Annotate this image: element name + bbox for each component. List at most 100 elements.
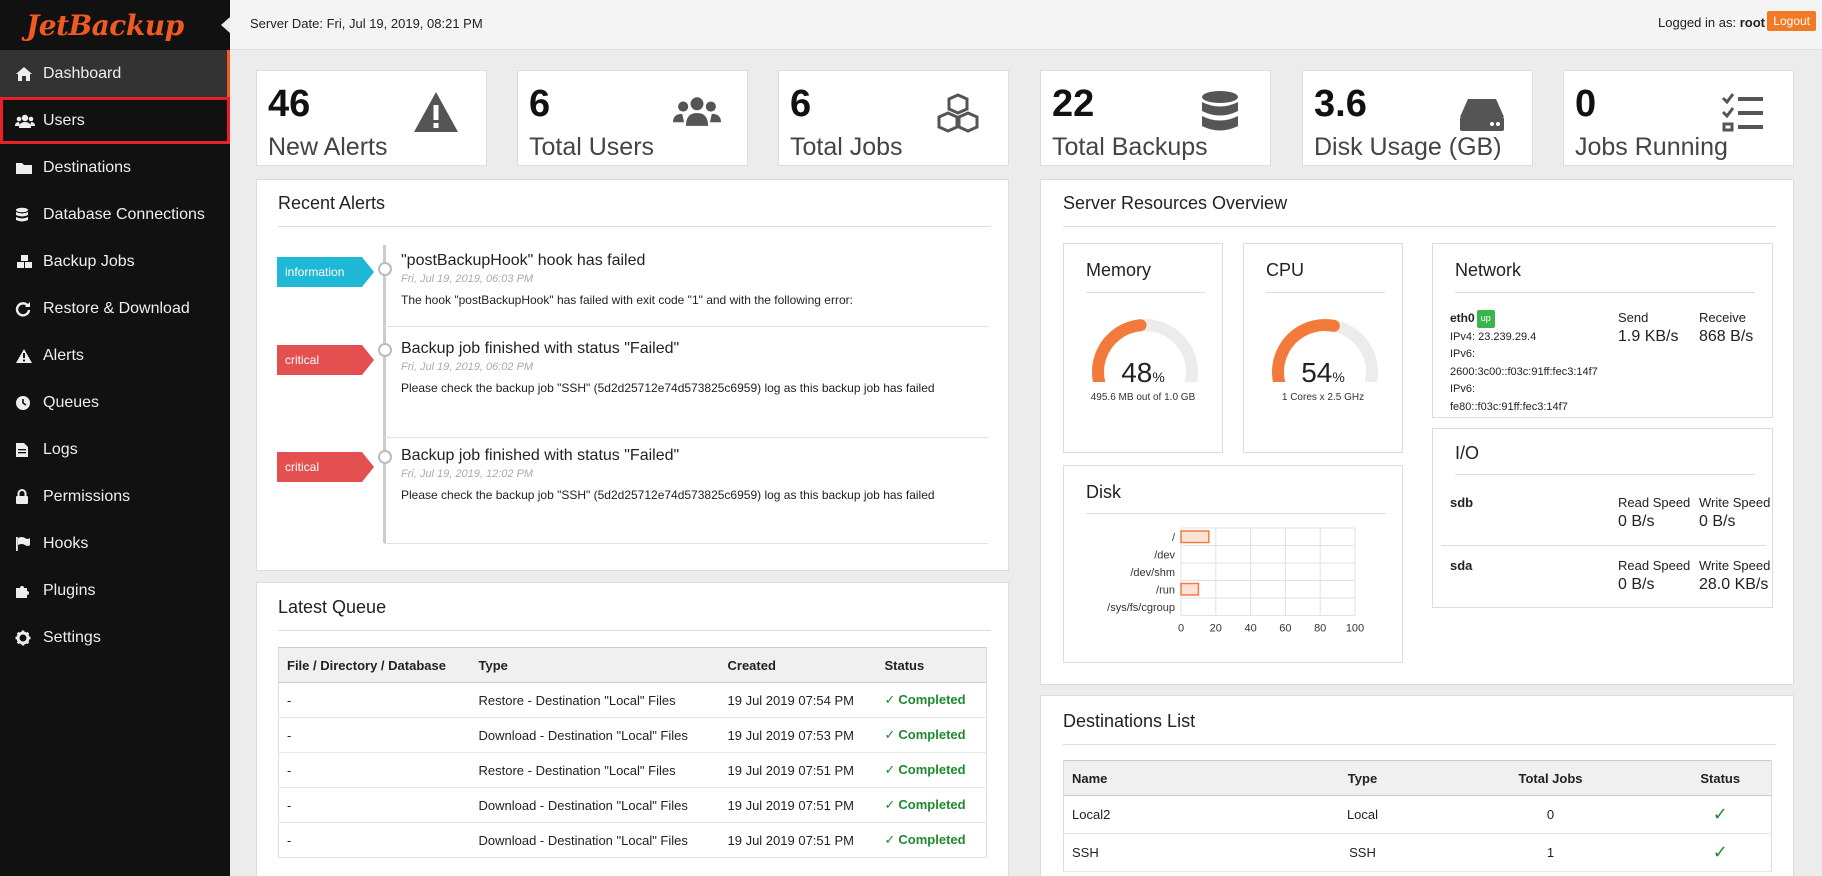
status-text: Completed	[898, 762, 966, 777]
write-label: Write Speed	[1699, 558, 1771, 573]
flag-icon	[15, 534, 41, 554]
sidebar-item-plugins[interactable]: Plugins	[0, 567, 230, 614]
column-header[interactable]: Created	[719, 647, 877, 683]
sidebar-item-permissions[interactable]: Permissions	[0, 473, 230, 520]
column-header[interactable]: File / Directory / Database	[278, 647, 471, 683]
write-value: 0 B/s	[1699, 513, 1736, 530]
category-label: /dev/shm	[1130, 567, 1175, 579]
cpu-gauge	[1272, 319, 1378, 382]
x-tick-label: 80	[1314, 623, 1326, 635]
cpu-percent: 54%	[1244, 357, 1402, 389]
brand-logo-text: JetBackup	[26, 8, 184, 42]
table-header-row: Name Type Total Jobs Status	[1063, 760, 1772, 796]
stat-value: 0	[1575, 83, 1597, 125]
sidebar-item-settings[interactable]: Settings	[0, 614, 230, 661]
queue-type: Restore - Destination "Local" Files	[470, 752, 720, 788]
logged-in-user: root	[1739, 15, 1765, 30]
ipv6-label: IPv6:	[1450, 348, 1476, 360]
table-row[interactable]: - Download - Destination "Local" Files 1…	[278, 787, 987, 823]
memory-gauge	[1092, 319, 1198, 382]
table-row[interactable]: - Download - Destination "Local" Files 1…	[278, 717, 987, 753]
stat-value: 3.6	[1314, 83, 1367, 125]
queue-status: ✓ Completed	[876, 682, 987, 718]
timeline-dot	[378, 343, 392, 357]
sidebar-item-label: Destinations	[43, 158, 132, 176]
sidebar-item-destinations[interactable]: Destinations	[0, 144, 230, 191]
timeline-dot	[378, 262, 392, 276]
category-label: /run	[1156, 584, 1175, 596]
stat-card-total-users[interactable]: 6 Total Users	[517, 70, 748, 166]
io-panel: I/O sdb Read Speed 0 B/s Write Speed 0 B…	[1432, 428, 1773, 608]
memory-detail: 495.6 MB out of 1.0 GB	[1090, 392, 1196, 403]
table-row[interactable]: - Restore - Destination "Local" Files 19…	[278, 752, 987, 788]
destination-jobs: 0	[1431, 795, 1670, 834]
users-icon	[673, 97, 721, 126]
alert-item[interactable]: critical Backup job finished with status…	[256, 335, 990, 438]
alert-item[interactable]: critical Backup job finished with status…	[256, 442, 990, 544]
sidebar-item-logs[interactable]: Logs	[0, 426, 230, 473]
destination-type: SSH	[1293, 833, 1432, 872]
queue-type: Download - Destination "Local" Files	[470, 822, 720, 858]
destination-status: ✓	[1669, 795, 1772, 834]
stat-card-total-backups[interactable]: 22 Total Backups	[1040, 70, 1271, 166]
stat-card-new-alerts[interactable]: 46 New Alerts	[256, 70, 487, 166]
sidebar-item-users[interactable]: Users	[0, 97, 230, 144]
sidebar-item-restore-download[interactable]: Restore & Download	[0, 285, 230, 332]
receive-stat: Receive 868 B/s	[1699, 310, 1753, 346]
column-header[interactable]: Name	[1063, 760, 1294, 796]
sidebar-item-label: Queues	[43, 393, 100, 411]
users-icon	[15, 111, 41, 131]
sidebar-item-dashboard[interactable]: Dashboard	[0, 50, 230, 97]
stat-card-jobs-running[interactable]: 0 Jobs Running	[1563, 70, 1794, 166]
sidebar-item-database-connections[interactable]: Database Connections	[0, 191, 230, 238]
warning-icon	[15, 346, 41, 366]
destination-name: SSH	[1063, 833, 1294, 872]
alert-item[interactable]: information "postBackupHook" hook has fa…	[256, 247, 990, 337]
sidebar-collapse-icon[interactable]	[221, 17, 230, 33]
column-header[interactable]: Status	[1669, 760, 1772, 796]
queue-status: ✓ Completed	[876, 717, 987, 753]
queue-item: -	[278, 752, 471, 788]
queue-type: Restore - Destination "Local" Files	[470, 682, 720, 718]
logout-button[interactable]: Logout	[1767, 11, 1816, 31]
topbar: Server Date: Fri, Jul 19, 2019, 08:21 PM…	[230, 0, 1822, 50]
io-read-stat: Read Speed 0 B/s	[1618, 495, 1690, 531]
sidebar-item-hooks[interactable]: Hooks	[0, 520, 230, 567]
gauge-fill	[1272, 319, 1340, 382]
destination-name: Local2	[1063, 795, 1294, 834]
column-header[interactable]: Type	[1293, 760, 1432, 796]
table-row[interactable]: SSH SSH 1 ✓	[1063, 833, 1772, 872]
recent-alerts-panel	[256, 179, 1009, 571]
destinations-title: Destinations List	[1063, 711, 1196, 731]
destination-jobs: 1	[1431, 833, 1670, 872]
logo[interactable]: JetBackup	[0, 0, 230, 50]
sidebar-item-alerts[interactable]: Alerts	[0, 332, 230, 379]
stat-card-disk-usage[interactable]: 3.6 Disk Usage (GB)	[1302, 70, 1533, 166]
column-header[interactable]: Status	[876, 647, 987, 683]
sidebar-item-label: Alerts	[43, 346, 84, 364]
x-tick-label: 0	[1178, 623, 1184, 635]
stat-label: Total Jobs	[790, 133, 903, 161]
table-row[interactable]: - Download - Destination "Local" Files 1…	[278, 822, 987, 858]
stat-card-total-jobs[interactable]: 6 Total Jobs	[778, 70, 1009, 166]
sidebar-item-queues[interactable]: Queues	[0, 379, 230, 426]
divider	[278, 630, 991, 631]
stat-value: 6	[529, 83, 551, 125]
alert-level-badge: critical	[277, 345, 374, 375]
sidebar-item-backup-jobs[interactable]: Backup Jobs	[0, 238, 230, 285]
interface-name: eth0	[1450, 311, 1475, 325]
table-row[interactable]: Local2 Local 0 ✓	[1063, 795, 1772, 834]
stat-value: 22	[1052, 83, 1095, 125]
column-header[interactable]: Type	[470, 647, 720, 683]
table-row[interactable]: - Restore - Destination "Local" Files 19…	[278, 682, 987, 718]
disk-bar	[1180, 582, 1200, 596]
gauge-unit: %	[1332, 369, 1345, 385]
status-text: Completed	[898, 692, 966, 707]
sidebar-item-label: Settings	[43, 628, 101, 646]
queue-item: -	[278, 787, 471, 823]
queue-status: ✓ Completed	[876, 822, 987, 858]
column-header[interactable]: Total Jobs	[1431, 760, 1670, 796]
divider	[1266, 292, 1385, 293]
status-text: Completed	[898, 797, 966, 812]
read-value: 0 B/s	[1618, 513, 1655, 530]
